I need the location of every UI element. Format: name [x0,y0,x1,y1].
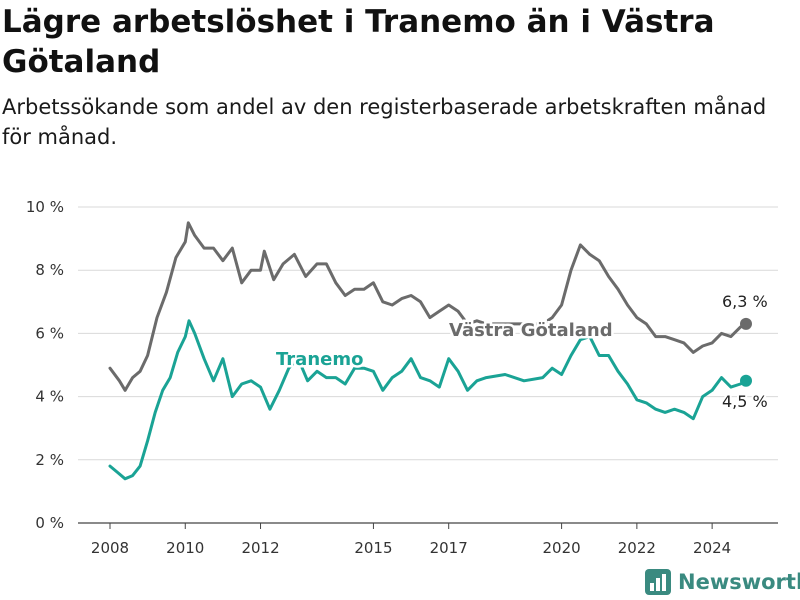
x-tick-label: 2012 [241,539,279,557]
x-tick-label: 2017 [430,539,468,557]
y-tick-label: 6 % [35,324,64,342]
line-chart: 0 % 2 % 4 % 6 % 8 % 10 % 2008 2010 2012 2015 2017… [26,198,778,557]
y-axis-ticks: 0 % 2 % 4 % 6 % 8 % 10 % [26,198,64,532]
y-tick-label: 8 % [35,261,64,279]
chart-title: Lägre arbetslöshet i Tranemo än i Västra… [2,4,715,80]
chart-subtitle: Arbetssökande som andel av den registerb… [2,95,767,149]
x-tick-label: 2015 [354,539,392,557]
series-labels: Västra Götaland Tranemo 6,3 % 4,5 % [274,290,770,413]
y-tick-label: 0 % [35,514,64,532]
series-line-vastra-gotaland [108,221,748,392]
x-tick-label: 2020 [543,539,581,557]
x-axis-ticks: 2008 2010 2012 2015 2017 2020 2022 2024 [91,523,731,557]
series-end-marker-vastra-gotaland [740,317,752,330]
y-tick-label: 10 % [26,198,64,216]
series-label-vastra-gotaland: Västra Götaland [449,320,613,341]
series-end-marker-tranemo [740,374,752,387]
brand-name: Newsworthy [678,570,800,594]
series-label-tranemo: Tranemo [276,349,363,370]
gridlines [78,206,778,524]
x-tick-label: 2008 [91,539,129,557]
y-tick-label: 4 % [35,388,64,406]
series-line-tranemo [108,319,748,481]
x-tick-label: 2022 [618,539,656,557]
x-tick-label: 2010 [166,539,204,557]
bar-chart-icon [645,569,671,595]
y-tick-label: 2 % [35,451,64,469]
end-value-label-tranemo: 4,5 % [722,392,768,411]
x-tick-label: 2024 [693,539,731,557]
series-lines [108,221,752,481]
brand-logo: Newsworthy [644,568,800,596]
end-value-label-vastra-gotaland: 6,3 % [722,292,768,311]
